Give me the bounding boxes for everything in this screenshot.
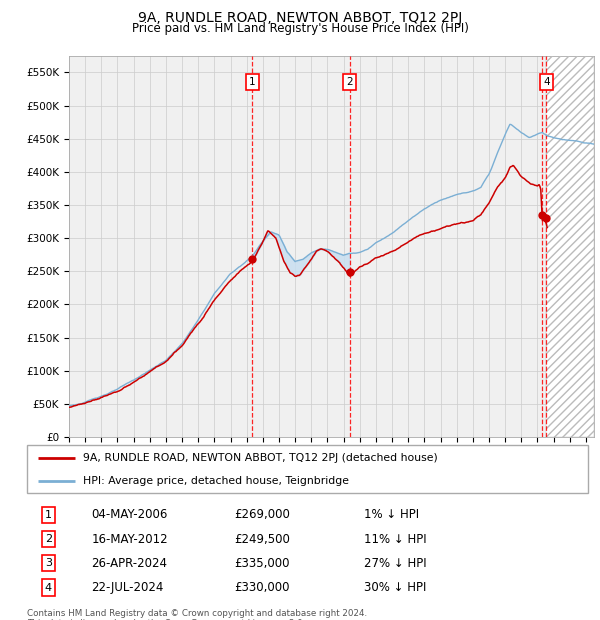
Text: 9A, RUNDLE ROAD, NEWTON ABBOT, TQ12 2PJ: 9A, RUNDLE ROAD, NEWTON ABBOT, TQ12 2PJ: [138, 11, 462, 25]
Text: 30% ↓ HPI: 30% ↓ HPI: [364, 581, 426, 594]
Text: 11% ↓ HPI: 11% ↓ HPI: [364, 533, 426, 546]
Text: 22-JUL-2024: 22-JUL-2024: [92, 581, 164, 594]
Text: 1% ↓ HPI: 1% ↓ HPI: [364, 508, 419, 521]
Text: 4: 4: [543, 78, 550, 87]
Text: 04-MAY-2006: 04-MAY-2006: [92, 508, 168, 521]
Text: 2: 2: [45, 534, 52, 544]
Text: Price paid vs. HM Land Registry's House Price Index (HPI): Price paid vs. HM Land Registry's House …: [131, 22, 469, 35]
Text: HPI: Average price, detached house, Teignbridge: HPI: Average price, detached house, Teig…: [83, 476, 349, 486]
Text: £249,500: £249,500: [235, 533, 290, 546]
FancyBboxPatch shape: [27, 445, 588, 493]
Text: 16-MAY-2012: 16-MAY-2012: [92, 533, 168, 546]
Text: £269,000: £269,000: [235, 508, 290, 521]
Text: 1: 1: [45, 510, 52, 520]
Text: 1: 1: [249, 78, 256, 87]
Text: 2: 2: [346, 78, 353, 87]
Text: Contains HM Land Registry data © Crown copyright and database right 2024.
This d: Contains HM Land Registry data © Crown c…: [27, 609, 367, 620]
Text: £330,000: £330,000: [235, 581, 290, 594]
Text: 4: 4: [45, 583, 52, 593]
Text: 3: 3: [45, 559, 52, 569]
Text: 27% ↓ HPI: 27% ↓ HPI: [364, 557, 426, 570]
Polygon shape: [547, 56, 594, 437]
Text: 26-APR-2024: 26-APR-2024: [92, 557, 167, 570]
Text: 9A, RUNDLE ROAD, NEWTON ABBOT, TQ12 2PJ (detached house): 9A, RUNDLE ROAD, NEWTON ABBOT, TQ12 2PJ …: [83, 453, 438, 463]
Text: £335,000: £335,000: [235, 557, 290, 570]
